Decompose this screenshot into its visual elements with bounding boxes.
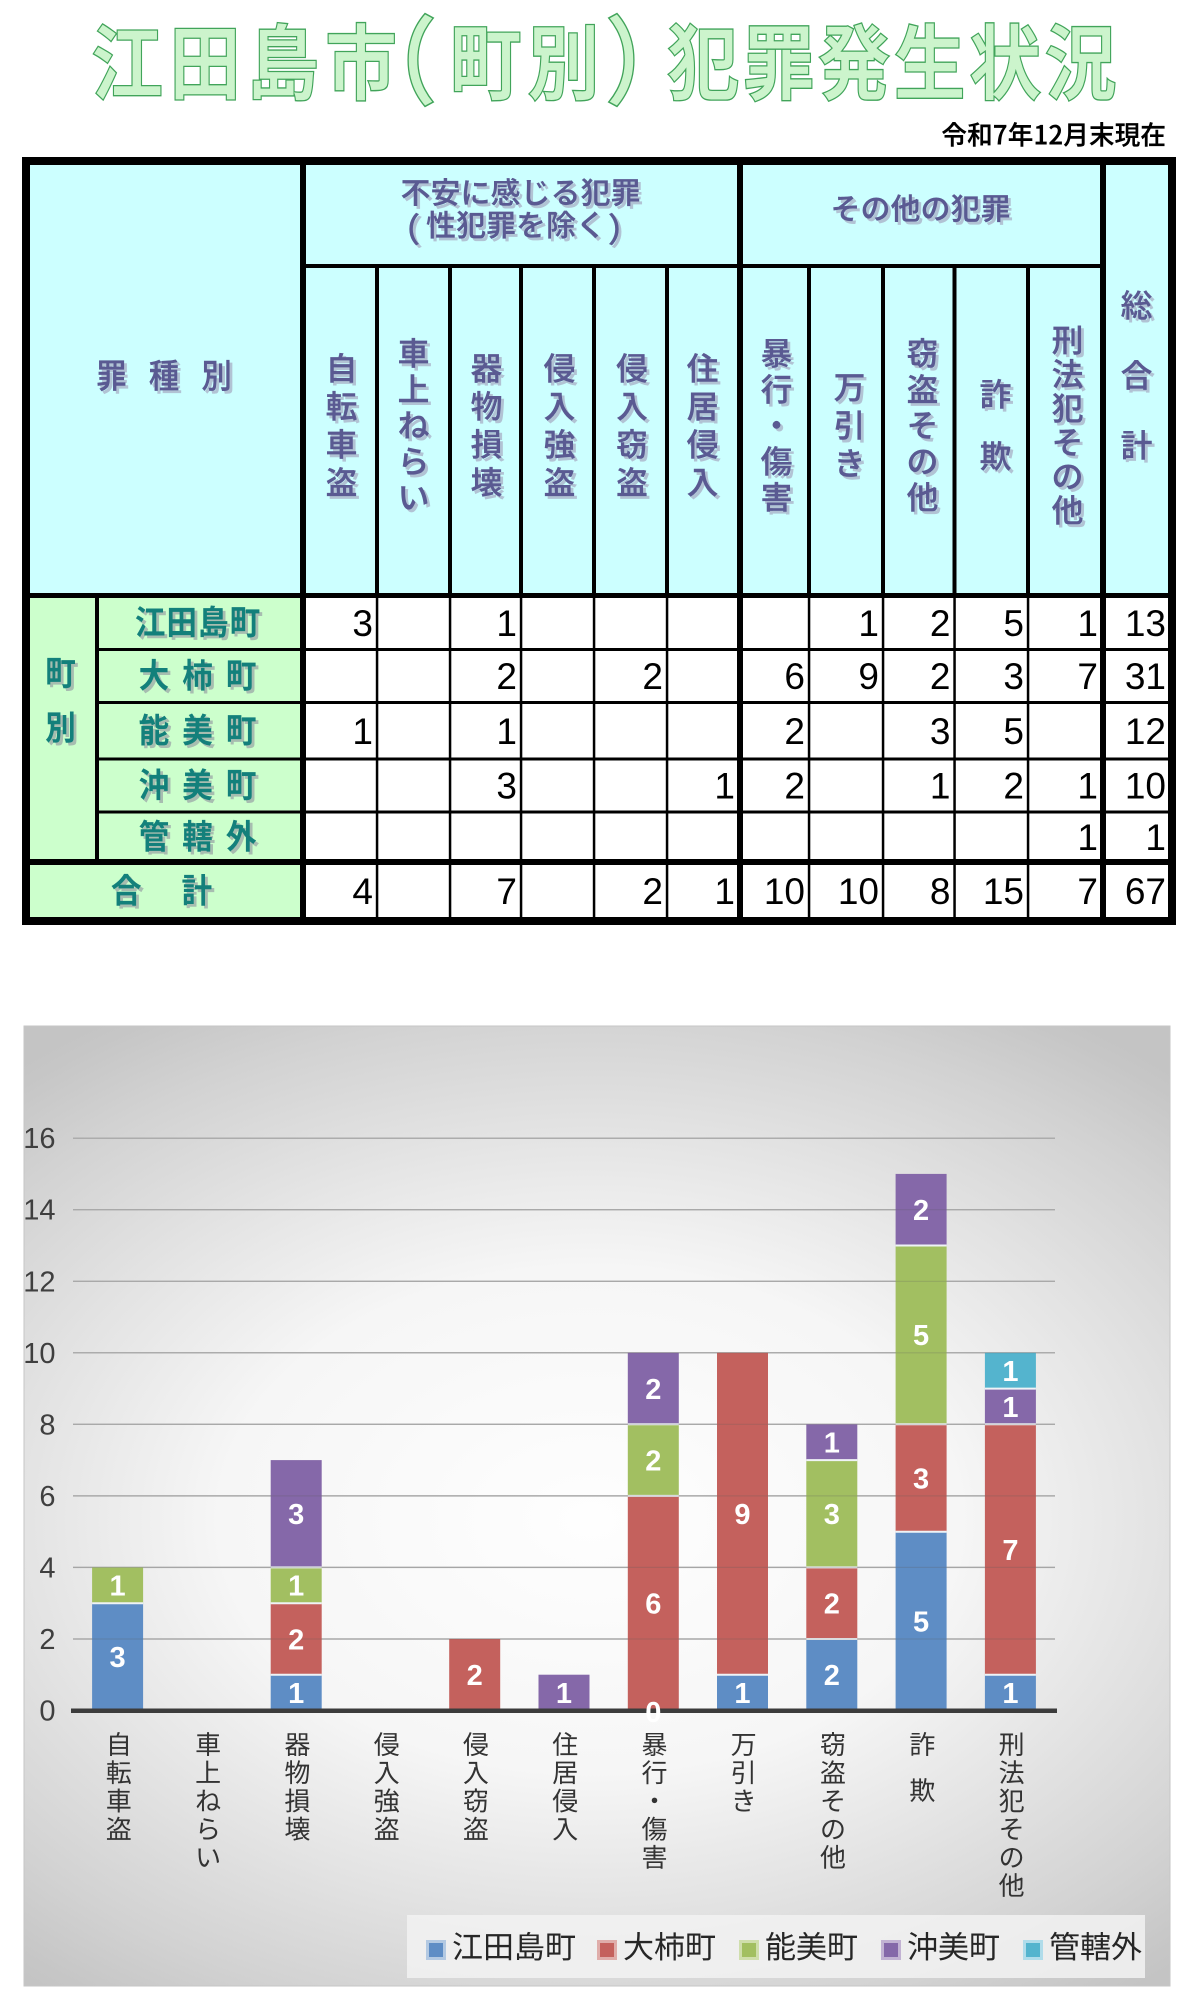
svg-text:4: 4 (352, 871, 373, 912)
svg-text:1: 1 (1145, 817, 1166, 858)
svg-text:16: 16 (23, 1123, 55, 1155)
svg-text:1: 1 (1077, 603, 1098, 644)
svg-text:10: 10 (764, 871, 805, 912)
svg-text:7: 7 (496, 871, 517, 912)
svg-text:10: 10 (838, 871, 879, 912)
svg-text:2: 2 (496, 656, 517, 697)
svg-text:13: 13 (1125, 603, 1166, 644)
svg-text:2: 2 (824, 1589, 840, 1621)
svg-text:1: 1 (1002, 1678, 1018, 1710)
svg-text:1: 1 (1002, 1392, 1018, 1424)
svg-text:1: 1 (714, 766, 735, 807)
svg-text:3: 3 (913, 1463, 929, 1495)
svg-text:3: 3 (930, 711, 951, 752)
svg-text:1: 1 (1077, 766, 1098, 807)
svg-text:1: 1 (714, 871, 735, 912)
svg-text:1: 1 (824, 1428, 840, 1460)
svg-text:5: 5 (913, 1606, 929, 1638)
svg-text:2: 2 (1003, 766, 1024, 807)
svg-text:3: 3 (1003, 656, 1024, 697)
svg-text:1: 1 (110, 1571, 126, 1603)
svg-text:2: 2 (784, 766, 805, 807)
svg-text:31: 31 (1125, 656, 1166, 697)
svg-text:1: 1 (734, 1678, 750, 1710)
svg-text:6: 6 (784, 656, 805, 697)
svg-text:1: 1 (288, 1571, 304, 1603)
svg-text:12: 12 (23, 1266, 55, 1298)
svg-text:7: 7 (1077, 656, 1098, 697)
svg-text:1: 1 (1077, 817, 1098, 858)
svg-text:2: 2 (930, 603, 951, 644)
svg-text:1: 1 (352, 711, 373, 752)
svg-text:2: 2 (288, 1624, 304, 1656)
svg-text:3: 3 (110, 1642, 126, 1674)
svg-text:2: 2 (913, 1195, 929, 1227)
svg-text:2: 2 (467, 1660, 483, 1692)
svg-text:12: 12 (1125, 711, 1166, 752)
svg-text:7: 7 (1002, 1535, 1018, 1567)
svg-text:15: 15 (983, 871, 1024, 912)
svg-text:8: 8 (39, 1409, 55, 1441)
svg-text:2: 2 (39, 1624, 55, 1656)
svg-text:6: 6 (645, 1589, 661, 1621)
svg-text:6: 6 (39, 1481, 55, 1513)
svg-text:3: 3 (352, 603, 373, 644)
svg-text:3: 3 (288, 1499, 304, 1531)
svg-text:10: 10 (1125, 766, 1166, 807)
svg-text:2: 2 (642, 871, 663, 912)
svg-text:0: 0 (645, 1697, 661, 1729)
svg-text:67: 67 (1125, 871, 1166, 912)
svg-text:1: 1 (930, 766, 951, 807)
svg-text:2: 2 (642, 656, 663, 697)
svg-text:2: 2 (645, 1445, 661, 1477)
svg-text:3: 3 (824, 1499, 840, 1531)
svg-text:9: 9 (858, 656, 879, 697)
svg-text:8: 8 (930, 871, 951, 912)
svg-text:2: 2 (824, 1660, 840, 1692)
svg-text:10: 10 (23, 1338, 55, 1370)
svg-text:2: 2 (784, 711, 805, 752)
svg-text:1: 1 (556, 1678, 572, 1710)
svg-text:2: 2 (645, 1374, 661, 1406)
svg-text:4: 4 (39, 1552, 55, 1584)
svg-text:5: 5 (913, 1320, 929, 1352)
svg-text:1: 1 (496, 711, 517, 752)
svg-text:5: 5 (1003, 603, 1024, 644)
svg-text:5: 5 (1003, 711, 1024, 752)
svg-text:1: 1 (288, 1678, 304, 1710)
svg-text:3: 3 (496, 766, 517, 807)
svg-text:7: 7 (1077, 871, 1098, 912)
svg-text:2: 2 (930, 656, 951, 697)
svg-text:14: 14 (23, 1195, 55, 1227)
svg-text:1: 1 (858, 603, 879, 644)
svg-text:1: 1 (1002, 1356, 1018, 1388)
svg-text:0: 0 (39, 1696, 55, 1728)
svg-text:1: 1 (496, 603, 517, 644)
svg-text:9: 9 (734, 1499, 750, 1531)
